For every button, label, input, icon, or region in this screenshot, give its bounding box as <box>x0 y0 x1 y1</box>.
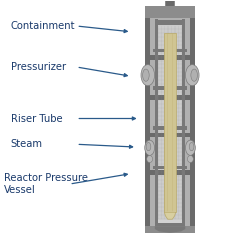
Bar <box>145 6 195 18</box>
Bar <box>145 132 195 137</box>
Bar <box>158 21 182 223</box>
Ellipse shape <box>146 142 151 151</box>
Ellipse shape <box>191 69 197 81</box>
Bar <box>166 0 174 6</box>
Bar <box>153 87 187 90</box>
Polygon shape <box>164 212 176 219</box>
Bar <box>145 95 195 100</box>
Bar <box>155 223 185 226</box>
Text: Containment: Containment <box>11 21 75 31</box>
Bar <box>145 170 195 175</box>
Text: Steam: Steam <box>11 139 43 149</box>
Ellipse shape <box>189 142 194 151</box>
Bar <box>190 6 195 233</box>
Bar <box>145 226 195 233</box>
Ellipse shape <box>141 65 155 86</box>
Ellipse shape <box>186 140 195 155</box>
Bar <box>153 126 187 129</box>
Polygon shape <box>155 226 185 233</box>
Bar <box>182 19 185 224</box>
Ellipse shape <box>187 155 193 163</box>
Ellipse shape <box>147 155 153 163</box>
Ellipse shape <box>143 69 149 81</box>
Bar <box>164 33 176 212</box>
Bar <box>165 0 175 11</box>
Bar <box>145 6 150 233</box>
Text: Pressurizer: Pressurizer <box>11 62 66 72</box>
Text: Riser Tube: Riser Tube <box>11 114 62 123</box>
Bar <box>153 166 187 169</box>
Bar <box>155 19 158 224</box>
Bar <box>145 55 195 60</box>
Ellipse shape <box>186 65 199 86</box>
Bar <box>155 20 185 25</box>
Text: Reactor Pressure
Vessel: Reactor Pressure Vessel <box>4 173 88 195</box>
Ellipse shape <box>145 140 155 155</box>
Bar <box>153 49 187 52</box>
Bar <box>150 6 190 233</box>
